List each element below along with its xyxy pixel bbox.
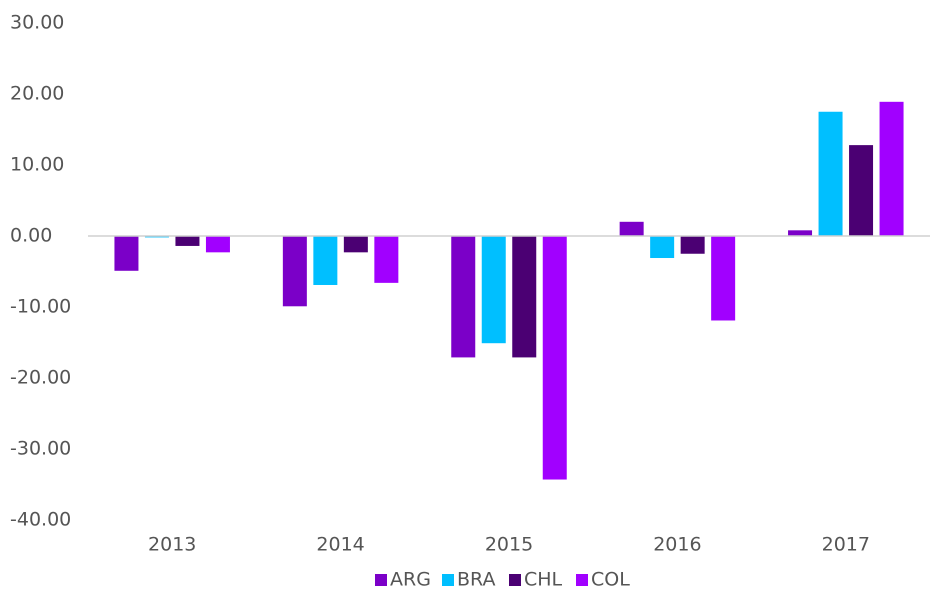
y-tick-label: -10.00 xyxy=(10,296,71,318)
bar xyxy=(680,236,705,254)
legend-swatch xyxy=(576,574,588,586)
y-tick-label: -40.00 xyxy=(10,509,71,531)
bar xyxy=(282,236,307,307)
x-tick-label: 2014 xyxy=(316,534,364,556)
legend-label: BRA xyxy=(457,569,495,591)
bar xyxy=(619,221,644,236)
legend-swatch xyxy=(509,574,521,586)
y-tick-label: -30.00 xyxy=(10,438,71,460)
y-tick-label: 30.00 xyxy=(10,12,64,34)
x-tick-label: 2013 xyxy=(148,534,196,556)
bar xyxy=(542,236,567,480)
bar xyxy=(205,236,230,253)
y-tick-label: 20.00 xyxy=(10,83,64,105)
legend-label: ARG xyxy=(390,569,431,591)
bar xyxy=(175,236,200,246)
bar xyxy=(343,236,368,253)
legend-swatch xyxy=(375,574,387,586)
bar xyxy=(849,145,874,236)
legend-swatch xyxy=(442,574,454,586)
bar xyxy=(374,236,399,283)
bar xyxy=(711,236,736,321)
bar xyxy=(879,101,904,236)
bar xyxy=(650,236,675,259)
bar xyxy=(818,111,843,236)
y-tick-label: 10.00 xyxy=(10,154,64,176)
legend-label: COL xyxy=(591,569,630,591)
x-tick-label: 2015 xyxy=(485,534,533,556)
bar xyxy=(481,236,506,344)
bar xyxy=(114,236,139,271)
x-tick-label: 2016 xyxy=(653,534,701,556)
bar xyxy=(512,236,537,358)
y-tick-label: 0.00 xyxy=(10,225,52,247)
y-tick-label: -20.00 xyxy=(10,367,71,389)
bar xyxy=(451,236,476,358)
bar xyxy=(788,230,813,236)
bar xyxy=(313,236,338,285)
x-tick-label: 2017 xyxy=(822,534,870,556)
legend-label: CHL xyxy=(524,569,563,591)
